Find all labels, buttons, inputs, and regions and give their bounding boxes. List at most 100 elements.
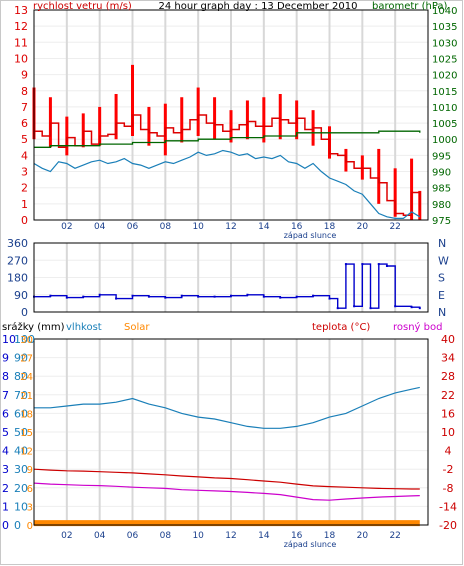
wind-direction-point (131, 294, 134, 297)
dewpoint-axis-title: rosný bod (393, 321, 442, 333)
humidity-y-tick: 60 (14, 407, 28, 420)
graph-title: 24 hour graph day : 13 December 2010 (159, 1, 358, 12)
pressure-y-tick: 1025 (432, 54, 457, 65)
pressure-y-tick: 985 (432, 184, 451, 195)
temp-x-tick: 14 (258, 531, 270, 541)
wind-average-line (33, 149, 421, 219)
pressure-y-tick: 1015 (432, 87, 457, 98)
compass-tick: N (438, 237, 446, 250)
wind-direction-point (377, 263, 380, 266)
temp-x-tick: 12 (225, 531, 236, 541)
wind-direction-point (65, 296, 68, 299)
temp-x-tick: 04 (94, 531, 106, 541)
wind-x-tick: 10 (192, 222, 204, 232)
direction-y-tick: 360 (7, 237, 28, 250)
direction-y-tick: 90 (14, 289, 28, 302)
wind-direction-point (279, 296, 282, 299)
humidity-y-tick: 50 (14, 426, 28, 439)
wind-y-tick: 12 (14, 20, 28, 33)
wind-direction-point (385, 265, 388, 267)
rain-y-tick: 1 (2, 500, 9, 513)
humidity-y-tick: 20 (14, 482, 28, 495)
wind-y-tick: 3 (21, 166, 28, 179)
temperature-y-tick: -8 (443, 482, 454, 495)
temperature-y-tick: -2 (443, 463, 454, 476)
rain-axis-title: srážky (mm) (2, 321, 65, 333)
wind-y-tick: 13 (14, 4, 28, 17)
solar-y-tick: 3 (27, 502, 33, 513)
wind-direction-point (82, 295, 85, 298)
humidity-y-tick: 30 (14, 463, 28, 476)
wind-direction-point (98, 293, 101, 296)
direction-y-tick: 270 (7, 254, 28, 267)
wind-x-tick: 04 (94, 222, 106, 232)
pressure-y-tick: 1000 (432, 135, 457, 146)
wind-y-tick: 8 (21, 85, 28, 98)
solar-y-tick: 21 (20, 391, 33, 402)
solar-axis-title: Solar (124, 322, 150, 333)
temp-x-tick: 02 (61, 531, 72, 541)
humidity-y-tick: 80 (14, 370, 28, 383)
wind-y-tick: 4 (21, 149, 28, 162)
rain-y-tick: 4 (2, 445, 9, 458)
wind-y-tick: 6 (21, 117, 28, 130)
wind-x-tick: 06 (127, 222, 139, 232)
wind-direction-point (312, 294, 315, 297)
wind-direction-point (213, 295, 216, 298)
wind-y-tick: 2 (21, 182, 28, 195)
sunset-label: západ slunce (284, 540, 337, 549)
pressure-y-tick: 990 (432, 168, 451, 179)
wind-direction-point (394, 305, 397, 308)
compass-tick: E (438, 289, 445, 302)
solar-y-tick: 9 (27, 465, 33, 476)
wind-direction-point (410, 306, 413, 309)
wind-direction-point (262, 295, 265, 298)
wind-direction-point (295, 295, 298, 298)
wind-x-tick: 16 (291, 222, 303, 232)
solar-y-tick: 24 (20, 372, 33, 383)
sunset-label: západ slunce (284, 231, 337, 240)
wind-direction-point (147, 295, 150, 298)
wind-speed-line (34, 114, 421, 216)
temp-x-tick: 06 (127, 531, 139, 541)
wind-y-tick: 5 (21, 133, 28, 146)
pressure-y-tick: 980 (432, 200, 451, 211)
wind-x-tick: 22 (389, 222, 400, 232)
solar-y-tick: 0 (27, 521, 33, 532)
wind-plot-border (33, 9, 429, 221)
direction-y-tick: 180 (7, 272, 28, 285)
humidity-line (34, 386, 420, 429)
wind-direction-point (246, 293, 249, 296)
wind-direction-point (115, 297, 118, 300)
temperature-y-tick: -20 (439, 519, 457, 532)
wind-y-tick: 10 (14, 52, 28, 65)
rain-y-tick: 8 (2, 370, 9, 383)
temperature-y-tick: 40 (441, 333, 455, 346)
wind-y-tick: 0 (21, 214, 28, 227)
wind-x-tick: 08 (160, 222, 172, 232)
rain-y-tick: 5 (2, 426, 9, 439)
direction-y-tick: 0 (21, 306, 28, 319)
wind-direction-point (336, 307, 339, 310)
humidity-axis-title: vlhkost (66, 322, 102, 333)
direction-plot-border (33, 242, 429, 313)
solar-y-tick: 30 (20, 335, 33, 346)
humidity-y-tick: 10 (14, 500, 28, 513)
wind-y-tick: 11 (14, 36, 28, 49)
solar-y-tick: 12 (20, 447, 33, 458)
wind-direction-point (361, 263, 364, 266)
wind-y-tick: 1 (21, 198, 28, 211)
temperature-axis-title: teplota (°C) (312, 322, 370, 333)
wind-x-tick: 14 (258, 222, 270, 232)
solar-y-tick: 18 (20, 409, 33, 420)
temp-x-tick: 20 (357, 531, 369, 541)
rain-y-tick: 3 (2, 463, 9, 476)
humidity-y-tick: 90 (14, 352, 28, 365)
wind-direction-point (418, 307, 421, 310)
pressure-y-tick: 1035 (432, 22, 457, 33)
wind-direction-point (353, 305, 356, 308)
temp-x-tick: 10 (192, 531, 204, 541)
temp-x-tick: 22 (389, 531, 400, 541)
